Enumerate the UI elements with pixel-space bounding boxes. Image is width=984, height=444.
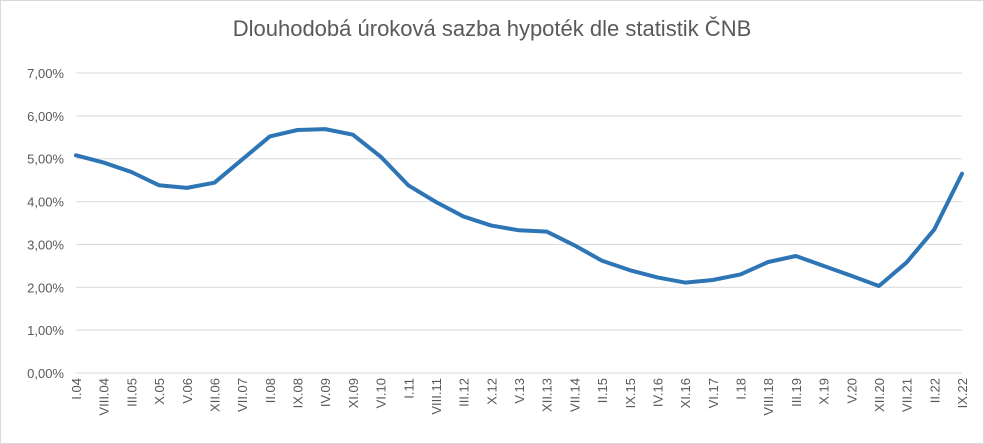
- x-tick-label: VIII.18: [761, 378, 776, 416]
- x-tick-label: XII.20: [872, 378, 887, 412]
- x-tick-label: VII.21: [900, 378, 915, 412]
- x-tick-label: II.22: [927, 378, 942, 403]
- x-tick-label: X.12: [484, 378, 499, 405]
- x-tick-label: III.12: [457, 378, 472, 407]
- x-tick-label: VIII.04: [97, 378, 112, 416]
- x-tick-label: X.05: [152, 378, 167, 405]
- x-tick-label: I.04: [69, 378, 84, 400]
- x-tick-label: V.06: [180, 378, 195, 404]
- x-tick-label: VII.14: [567, 378, 582, 412]
- y-tick-label: 1,00%: [27, 323, 64, 338]
- chart-title: Dlouhodobá úroková sazba hypoték dle sta…: [233, 16, 752, 41]
- y-tick-label: 3,00%: [27, 237, 64, 252]
- x-tick-label: XI.09: [346, 378, 361, 408]
- x-tick-label: IX.22: [955, 378, 970, 408]
- x-tick-label: II.08: [263, 378, 278, 403]
- x-tick-label: X.19: [817, 378, 832, 405]
- x-tick-label: III.19: [789, 378, 804, 407]
- x-tick-label: V.13: [512, 378, 527, 404]
- x-tick-label: V.20: [844, 378, 859, 404]
- x-tick-label: II.15: [595, 378, 610, 403]
- data-line: [74, 127, 964, 288]
- x-tick-label: I.18: [734, 378, 749, 400]
- y-tick-label: 0,00%: [27, 366, 64, 381]
- y-tick-label: 5,00%: [27, 152, 64, 167]
- x-tick-label: IV.16: [650, 378, 665, 407]
- x-tick-label: VII.07: [235, 378, 250, 412]
- x-tick-label: III.05: [124, 378, 139, 407]
- x-tick-label: IX.08: [291, 378, 306, 408]
- y-tick-label: 7,00%: [27, 66, 64, 81]
- y-tick-label: 6,00%: [27, 109, 64, 124]
- x-tick-label: VI.10: [374, 378, 389, 408]
- x-tick-label: IV.09: [318, 378, 333, 407]
- x-tick-label: VI.17: [706, 378, 721, 408]
- x-tick-label: XI.16: [678, 378, 693, 408]
- x-tick-label: XII.06: [207, 378, 222, 412]
- x-tick-label: XII.13: [540, 378, 555, 412]
- x-tick-label: IX.15: [623, 378, 638, 408]
- x-tick-label: I.11: [401, 378, 416, 399]
- x-tick-label: VIII.11: [429, 378, 444, 415]
- y-tick-label: 4,00%: [27, 195, 64, 210]
- y-tick-label: 2,00%: [27, 280, 64, 295]
